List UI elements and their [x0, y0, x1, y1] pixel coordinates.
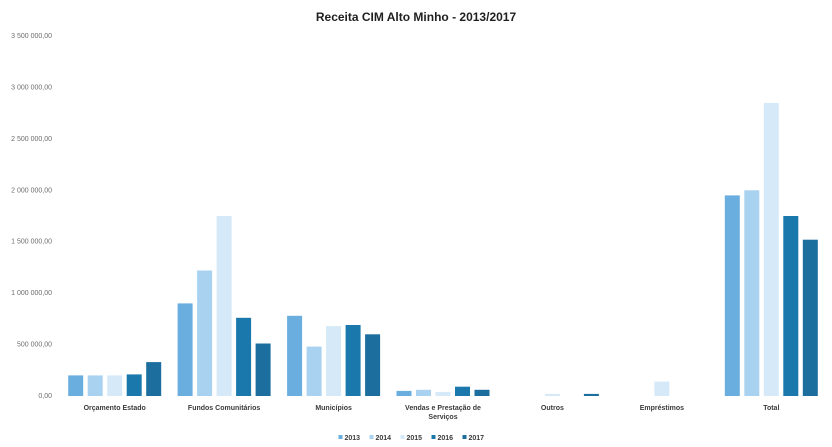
bar-2017-4	[474, 389, 490, 396]
category-label: Fundos Comunitários	[188, 405, 260, 412]
bar-2015-7	[763, 102, 779, 397]
bar-2015-5	[544, 393, 560, 396]
bar-2013-1	[68, 375, 84, 396]
bar-2015-6	[654, 381, 670, 396]
y-axis: 0,00 500 000,00 1 000 000,00 1 500 000,00 2 …	[11, 33, 52, 400]
y-tick-label: 2 500 000,00	[11, 136, 52, 143]
bar-2014-3	[306, 346, 322, 396]
category-label: Empréstimos	[640, 405, 684, 412]
bar-2013-4	[396, 390, 412, 396]
x-axis: Orçamento Estado Fundos Comunitários Munic…	[84, 405, 780, 421]
legend-label: 2017	[469, 435, 485, 442]
legend-item-2017[interactable]: 2017	[462, 435, 485, 442]
legend-swatch	[462, 435, 467, 439]
legend-swatch	[400, 435, 405, 439]
bar-2016-1	[126, 374, 142, 396]
bar-2016-3	[345, 325, 361, 396]
y-tick-label: 3 500 000,00	[11, 33, 52, 40]
legend-item-2016[interactable]: 2016	[431, 435, 454, 442]
bar-2013-7	[724, 195, 740, 396]
y-tick-label: 0,00	[38, 393, 52, 400]
y-tick-label: 3 000 000,00	[11, 84, 52, 91]
bar-2014-4	[416, 389, 431, 396]
legend-label: 2014	[376, 435, 392, 442]
legend-swatch	[338, 435, 343, 439]
category-label: Municípios	[315, 405, 352, 412]
bar-2015-4	[435, 391, 451, 396]
y-tick-label: 1 500 000,00	[11, 239, 52, 246]
legend-label: 2016	[438, 435, 454, 442]
bar-2013-2	[177, 303, 193, 396]
category-label: Vendas e Prestação de Serviços	[405, 405, 481, 421]
legend-item-2013[interactable]: 2013	[338, 435, 361, 442]
category-label: Orçamento Estado	[84, 405, 146, 412]
bar-2017-7	[802, 239, 818, 396]
y-tick-label: 500 000,00	[17, 342, 52, 349]
bar-2015-1	[107, 375, 123, 396]
bar-2016-7	[783, 216, 799, 396]
legend-swatch	[431, 435, 436, 439]
category-label: Total	[763, 405, 779, 412]
bar-2016-2	[236, 317, 252, 396]
bar-2015-2	[216, 216, 232, 396]
category-label: Outros	[541, 405, 564, 412]
legend: 2013 2014 2015 2016 2017	[338, 435, 485, 442]
chart-title: Receita CIM Alto Minho - 2013/2017	[315, 10, 517, 24]
bar-2016-4	[455, 386, 470, 396]
bar-2014-2	[197, 270, 213, 396]
bars	[68, 102, 818, 397]
bar-2017-2	[255, 343, 271, 396]
bar-2017-5	[583, 393, 599, 396]
bar-2015-3	[326, 326, 342, 396]
bar-2014-7	[744, 190, 760, 396]
legend-label: 2013	[345, 435, 361, 442]
legend-label: 2015	[407, 435, 423, 442]
bar-2013-3	[287, 315, 303, 396]
legend-item-2015[interactable]: 2015	[400, 435, 423, 442]
legend-swatch	[369, 435, 374, 439]
legend-item-2014[interactable]: 2014	[369, 435, 392, 442]
bar-2017-1	[146, 362, 162, 396]
bar-2017-3	[365, 334, 381, 396]
y-tick-label: 2 000 000,00	[11, 187, 52, 194]
y-tick-label: 1 000 000,00	[11, 290, 52, 297]
bar-2014-1	[87, 375, 103, 396]
